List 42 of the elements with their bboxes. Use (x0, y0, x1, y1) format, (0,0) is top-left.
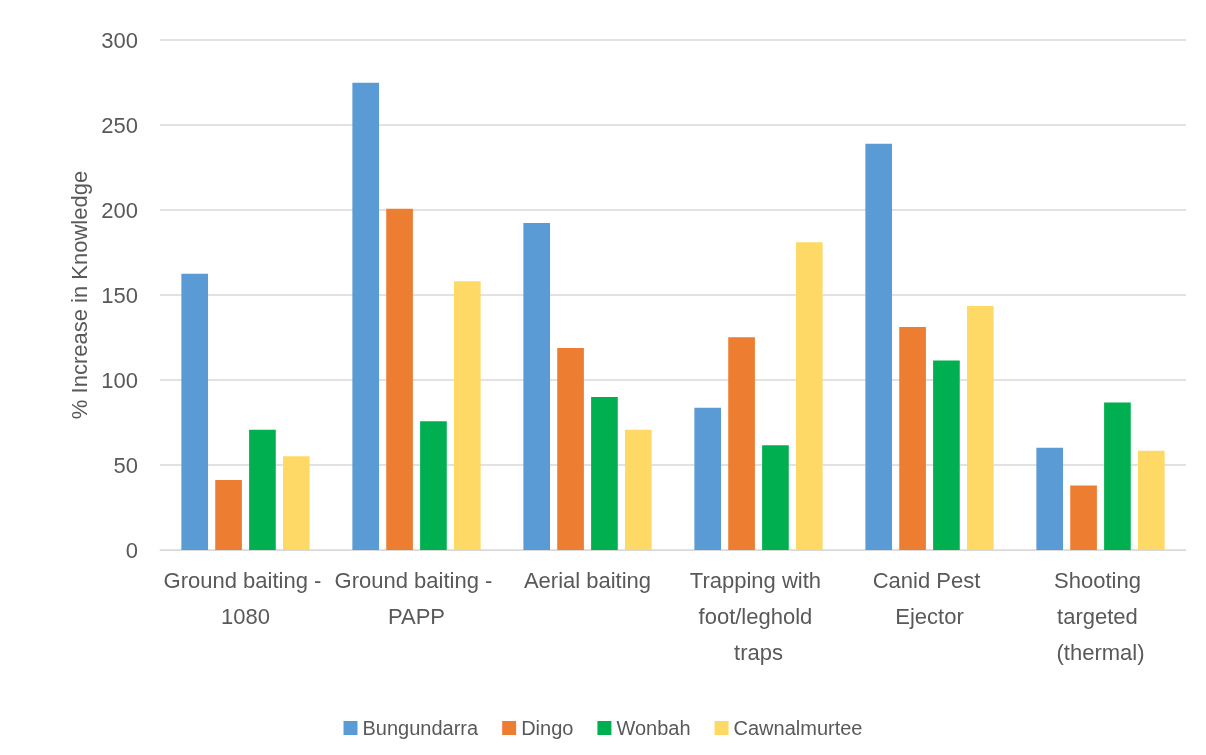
x-tick-label: Canid Pest Ejector (872, 567, 987, 629)
x-tick-label: Ground baiting - PAPP (334, 567, 499, 629)
x-tick-label: Aerial baiting (523, 567, 652, 593)
bar (694, 407, 722, 550)
bar (966, 305, 994, 550)
y-tick-label: 150 (101, 282, 138, 308)
bar (728, 337, 755, 550)
legend-label: Wonbah (616, 717, 691, 739)
bar (591, 397, 618, 550)
legend-label: Dingo (521, 717, 574, 739)
bar (624, 429, 652, 550)
bar (181, 273, 209, 550)
bar (523, 223, 551, 550)
y-tick-label: 100 (101, 367, 138, 393)
y-tick-label: 200 (101, 197, 138, 223)
bar (762, 445, 789, 550)
bar (795, 242, 823, 550)
y-tick-label: 300 (101, 27, 138, 53)
x-tick-label: Ground baiting - 1080 (163, 567, 328, 629)
y-tick-label: 50 (113, 452, 138, 478)
bar (282, 456, 310, 550)
bar (215, 479, 242, 550)
y-tick-label: 0 (125, 537, 138, 563)
bar (1137, 450, 1165, 550)
y-tick-label: 250 (101, 112, 138, 138)
bar (1104, 402, 1131, 550)
bar (865, 143, 893, 550)
legend-label: Cawnalmurtee (733, 717, 863, 739)
x-tick-label: Shooting targeted (thermal) (1054, 567, 1147, 665)
bar (1070, 485, 1097, 550)
bar (899, 326, 926, 550)
bar (352, 82, 380, 550)
bar (453, 281, 481, 550)
x-tick-label: Trapping with foot/leghold traps (689, 567, 828, 665)
bar (1036, 447, 1064, 550)
bar (386, 208, 413, 550)
legend-label: Bungundarra (362, 717, 480, 739)
bar (249, 429, 276, 550)
y-axis-title: % Increase in Knowledge (66, 170, 92, 420)
bar (557, 348, 584, 550)
bar (420, 421, 447, 550)
bar (933, 360, 960, 550)
